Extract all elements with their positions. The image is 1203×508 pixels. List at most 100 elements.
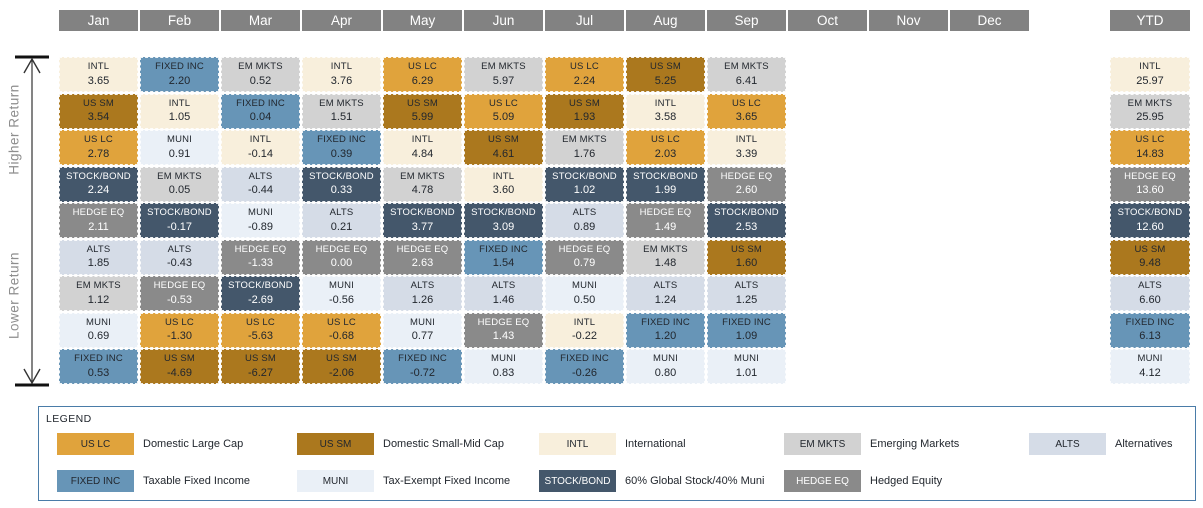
return-cell: INTL 3.60 [464, 166, 543, 202]
asset-class-label: EM MKTS [643, 243, 688, 255]
legend-title: LEGEND [46, 413, 92, 425]
return-value: 5.09 [492, 111, 515, 124]
asset-class-label: EM MKTS [481, 61, 526, 73]
higher-return-label: Higher Return [6, 84, 22, 175]
asset-class-label: EM MKTS [76, 280, 121, 292]
return-value: 3.65 [87, 74, 110, 87]
asset-class-label: FIXED INC [236, 97, 285, 109]
return-cell: INTL 3.39 [707, 130, 786, 165]
asset-class-label: ALTS [167, 243, 192, 255]
return-cell: EM MKTS 0.05 [140, 166, 219, 202]
legend-description: Tax-Exempt Fixed Income [383, 475, 511, 487]
return-value: 2.63 [411, 257, 434, 270]
return-cell: EM MKTS 1.76 [545, 130, 624, 165]
return-value: 0.04 [249, 111, 272, 124]
legend-swatch: FIXED INC [57, 470, 134, 492]
return-value: -0.17 [166, 220, 193, 233]
return-value: 0.21 [330, 220, 353, 233]
return-cell: STOCK/BOND 1.02 [545, 166, 624, 202]
return-axis-arrow [15, 55, 49, 387]
return-cell: US LC 2.78 [59, 130, 138, 165]
asset-class-label: HEDGE EQ [315, 243, 368, 255]
return-cell: HEDGE EQ 13.60 [1110, 166, 1190, 202]
asset-class-label: HEDGE EQ [153, 280, 206, 292]
return-value: 2.78 [87, 147, 110, 160]
return-cell: ALTS 0.89 [545, 203, 624, 238]
month-header-aug: Aug [626, 10, 705, 31]
return-value: 0.05 [168, 184, 191, 197]
legend-description: Emerging Markets [870, 438, 960, 450]
return-value: 3.76 [330, 74, 353, 87]
month-header-jan: Jan [59, 10, 138, 31]
legend-description: 60% Global Stock/40% Muni [625, 475, 765, 487]
return-cell: ALTS 1.24 [626, 276, 705, 311]
asset-class-label: FIXED INC [479, 243, 528, 255]
return-cell: EM MKTS 4.78 [383, 166, 462, 202]
return-cell: STOCK/BOND 3.77 [383, 203, 462, 238]
return-cell: US LC 5.09 [464, 93, 543, 129]
asset-class-label: US SM [568, 97, 601, 109]
asset-class-label: STOCK/BOND [390, 207, 455, 219]
return-cell: ALTS 6.60 [1110, 276, 1190, 311]
return-cell: ALTS 1.26 [383, 276, 462, 311]
return-cell: FIXED INC 1.54 [464, 239, 543, 275]
month-header-mar: Mar [221, 10, 300, 31]
legend: LEGEND US LC Domestic Large Cap US SM Domes… [38, 406, 1196, 501]
return-cell: EM MKTS 0.52 [221, 57, 300, 92]
return-cell: MUNI 1.01 [707, 349, 786, 384]
return-cell: ALTS 1.46 [464, 276, 543, 311]
return-cell: INTL -0.22 [545, 312, 624, 348]
month-column-apr: INTL 3.76 EM MKTS 1.51 FIXED INC 0.39 STOCK/BO… [302, 57, 381, 384]
asset-class-label: US LC [651, 134, 680, 146]
return-value: -0.14 [247, 147, 274, 160]
return-cell: STOCK/BOND -2.69 [221, 276, 300, 311]
asset-class-label: INTL [168, 97, 191, 109]
return-cell: US LC 14.83 [1110, 130, 1190, 165]
return-value: 2.20 [168, 74, 191, 87]
return-cell: US LC -0.68 [302, 312, 381, 348]
asset-class-label: EM MKTS [724, 61, 769, 73]
asset-class-label: ALTS [86, 243, 111, 255]
return-value: 2.53 [735, 220, 758, 233]
legend-description: Hedged Equity [870, 475, 943, 487]
quilt-columns: INTL 3.65 US SM 3.54 US LC 2.78 STOCK/BOND 2.24… [59, 57, 1029, 384]
return-cell: MUNI 0.91 [140, 130, 219, 165]
return-value: -0.44 [247, 184, 274, 197]
month-column-may: US LC 6.29 US SM 5.99 INTL 4.84 EM MKTS 4.78 STO… [383, 57, 462, 384]
return-value: 4.84 [411, 147, 434, 160]
return-value: 0.52 [249, 74, 272, 87]
return-cell: STOCK/BOND -0.17 [140, 203, 219, 238]
asset-class-label: ALTS [653, 280, 678, 292]
return-cell: US SM 9.48 [1110, 239, 1190, 275]
return-value: 12.60 [1136, 220, 1164, 233]
asset-class-label: HEDGE EQ [234, 243, 287, 255]
return-cell: US SM -2.06 [302, 349, 381, 384]
return-cell: US SM 1.60 [707, 239, 786, 275]
return-cell: ALTS 1.85 [59, 239, 138, 275]
asset-class-label: FIXED INC [560, 353, 609, 365]
asset-class-label: INTL [87, 61, 110, 73]
asset-class-label: US SM [1134, 243, 1166, 255]
legend-description: Domestic Large Cap [143, 438, 244, 450]
return-cell: INTL 1.05 [140, 93, 219, 129]
asset-class-label: STOCK/BOND [147, 207, 212, 219]
return-value: 0.89 [573, 220, 596, 233]
asset-class-label: ALTS [248, 170, 273, 182]
asset-class-label: STOCK/BOND [66, 170, 131, 182]
return-cell: MUNI -0.56 [302, 276, 381, 311]
return-value: 9.48 [1139, 257, 1161, 270]
return-cell: STOCK/BOND 0.33 [302, 166, 381, 202]
legend-item: HEDGE EQ Hedged Equity [784, 470, 942, 492]
return-value: 2.60 [735, 184, 758, 197]
return-value: 1.46 [492, 293, 515, 306]
return-cell: US LC 2.24 [545, 57, 624, 92]
return-cell: FIXED INC 0.39 [302, 130, 381, 165]
return-cell: FIXED INC 6.13 [1110, 312, 1190, 348]
return-value: 0.69 [87, 330, 110, 343]
legend-swatch: HEDGE EQ [784, 470, 861, 492]
legend-item: US LC Domestic Large Cap [57, 433, 243, 455]
month-header-apr: Apr [302, 10, 381, 31]
return-value: 6.29 [411, 74, 434, 87]
return-cell: MUNI 4.12 [1110, 349, 1190, 384]
